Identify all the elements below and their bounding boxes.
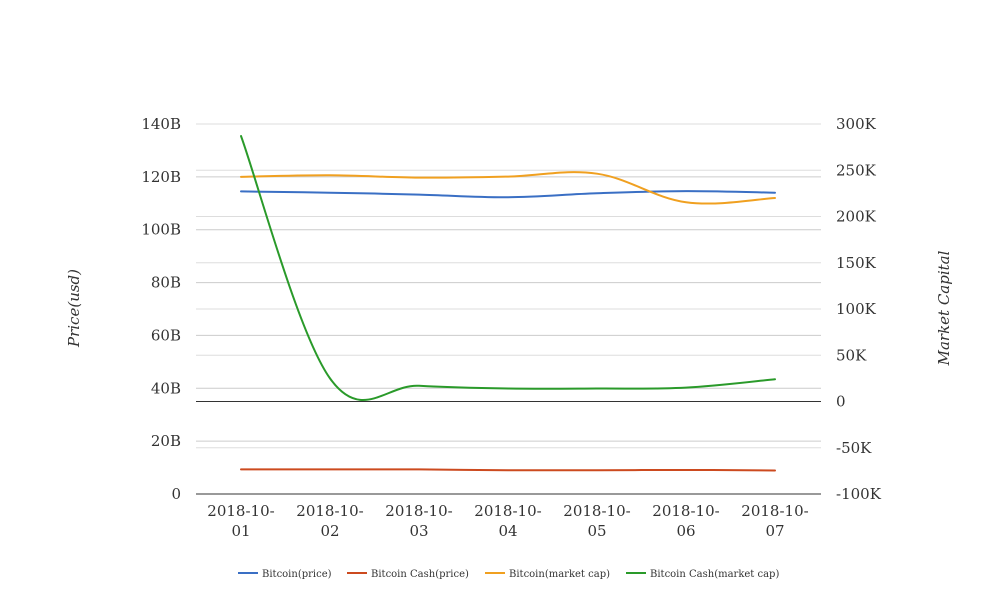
x-tick-label: 2018-10-07 — [741, 502, 808, 540]
x-tick-label: 2018-10-05 — [563, 502, 630, 540]
x-tick-label: 2018-10-01 — [207, 502, 274, 540]
left-tick-label: 60B — [151, 326, 181, 344]
x-tick-label: 2018-10-06 — [652, 502, 719, 540]
legend-label: Bitcoin(price) — [262, 569, 332, 580]
left-tick-label: 140B — [141, 115, 181, 133]
left-tick-label: 0 — [171, 485, 181, 503]
x-axis-ticks: 2018-10-01 2018-10-02 2018-10-03 2018-10-04… — [207, 502, 808, 540]
series-line-2 — [240, 171, 776, 205]
left-tick-label: 80B — [151, 274, 181, 292]
right-tick-label: -50K — [836, 439, 872, 457]
zero-baseline — [196, 401, 821, 495]
x-tick-label: 2018-10-02 — [296, 502, 363, 540]
x-tick-label: 2018-10-04 — [474, 502, 541, 540]
left-axis-ticks: 0 20B 40B 60B 80B 100B 120B 140B — [141, 115, 181, 503]
series-line-1 — [240, 468, 776, 472]
series-line-0 — [240, 190, 776, 199]
right-tick-label: 100K — [836, 300, 877, 318]
right-tick-label: 0 — [836, 393, 846, 411]
right-tick-label: 50K — [836, 346, 867, 364]
left-tick-label: 120B — [141, 168, 181, 186]
left-tick-label: 20B — [151, 432, 181, 450]
legend-item: Bitcoin(market cap) — [485, 569, 610, 580]
right-axis-ticks: -100K -50K 0 50K 100K 150K 200K 250K 300K — [836, 115, 882, 503]
left-tick-label: 100B — [141, 221, 181, 239]
legend-label: Bitcoin Cash(market cap) — [650, 569, 779, 580]
right-tick-label: 300K — [836, 115, 877, 133]
legend-label: Bitcoin Cash(price) — [371, 569, 469, 580]
legend-item: Bitcoin(price) — [238, 569, 332, 580]
left-axis-title: Price(usd) — [65, 269, 83, 348]
right-tick-label: 150K — [836, 254, 877, 272]
legend-item: Bitcoin Cash(price) — [347, 569, 469, 580]
x-tick-label: 2018-10-03 — [385, 502, 452, 540]
right-tick-label: 250K — [836, 161, 877, 179]
legend-item: Bitcoin Cash(market cap) — [626, 569, 779, 580]
right-tick-label: -100K — [836, 485, 882, 503]
series-line-3 — [240, 135, 776, 401]
right-tick-label: 200K — [836, 208, 877, 226]
left-tick-label: 40B — [151, 379, 181, 397]
right-axis-title: Market Capital — [935, 250, 953, 366]
legend-label: Bitcoin(market cap) — [509, 569, 610, 580]
series-lines — [240, 135, 776, 472]
legend: Bitcoin(price) Bitcoin Cash(price) Bitcoin… — [238, 569, 779, 580]
